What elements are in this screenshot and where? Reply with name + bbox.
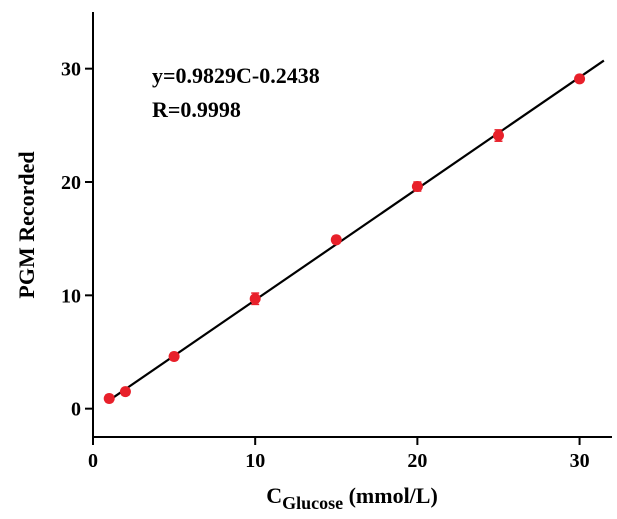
x-axis-label-main: C <box>266 483 282 508</box>
y-tick-label-0: 0 <box>71 399 81 421</box>
data-marker <box>249 293 261 305</box>
data-point-25 <box>492 129 504 142</box>
data-marker <box>411 181 423 193</box>
y-tick-label-20: 20 <box>61 172 81 194</box>
linear-fit-line <box>108 59 605 402</box>
data-point-2 <box>119 386 131 398</box>
data-points <box>103 73 586 404</box>
x-axis-label-unit: (mmol/L) <box>343 483 438 508</box>
x-tick-label-0: 0 <box>88 450 98 472</box>
plot-frame <box>92 12 612 438</box>
r-value-annotation: R=0.9998 <box>152 97 241 122</box>
data-marker <box>330 234 342 246</box>
data-marker <box>168 351 180 363</box>
axis-ticks: 0 10 20 30 0 10 20 30 <box>61 59 590 472</box>
x-tick-label-30: 30 <box>570 450 590 472</box>
data-point-20 <box>411 181 423 193</box>
x-tick-label-10: 10 <box>245 450 265 472</box>
x-tick-label-20: 20 <box>407 450 427 472</box>
data-marker <box>103 392 115 404</box>
data-point-30 <box>574 73 586 85</box>
fit-line-group <box>108 59 605 402</box>
data-marker <box>119 386 131 398</box>
data-point-5 <box>168 351 180 363</box>
data-point-10 <box>249 292 261 306</box>
data-point-1 <box>103 392 115 404</box>
equation-annotation: y=0.9829C-0.2438 <box>152 63 320 88</box>
data-marker <box>492 130 504 142</box>
x-axis-label-sub: Glucose <box>282 493 343 513</box>
y-tick-label-10: 10 <box>61 285 81 307</box>
data-marker <box>574 73 586 85</box>
data-point-15 <box>330 234 342 246</box>
x-axis-label: CGlucose (mmol/L) <box>266 483 438 513</box>
y-tick-label-30: 30 <box>61 59 81 81</box>
y-axis-label: PGM Recorded <box>14 151 39 298</box>
